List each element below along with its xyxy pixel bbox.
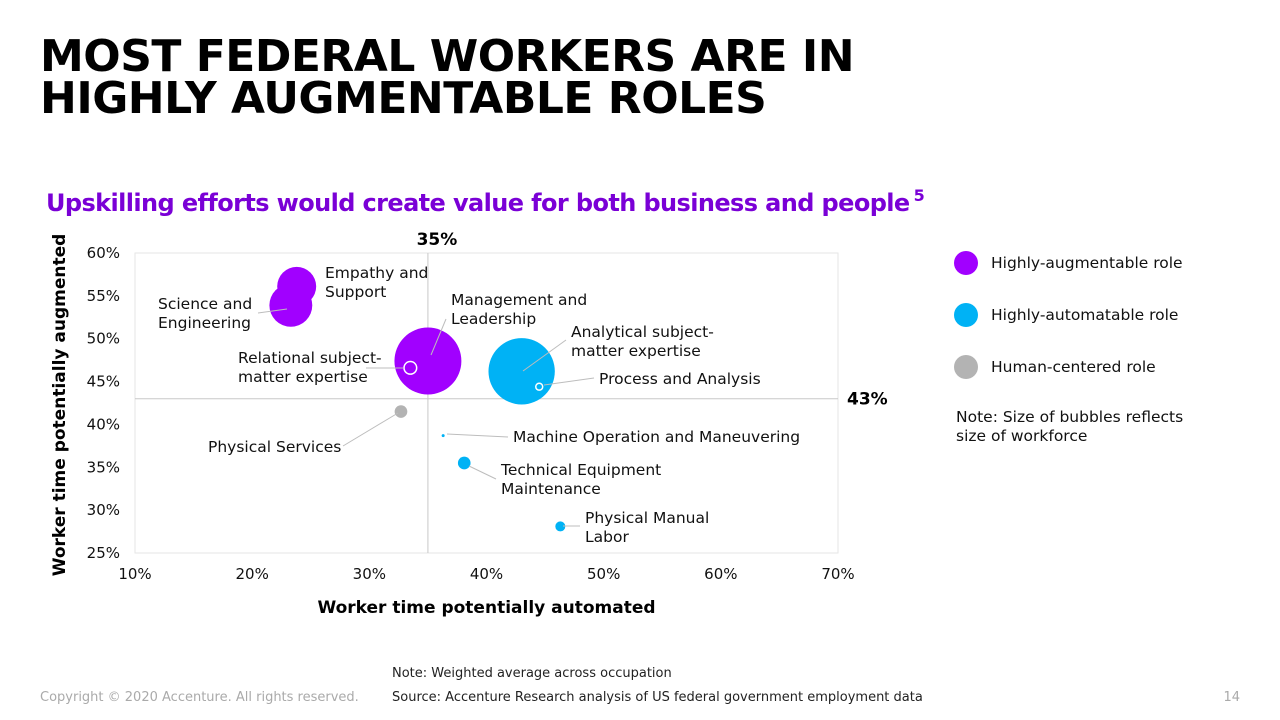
legend-item-augmentable: Highly-augmentable role <box>954 250 1254 276</box>
title-line-1: MOST FEDERAL WORKERS ARE IN <box>40 31 855 82</box>
footnote-note: Note: Weighted average across occupation <box>392 666 672 681</box>
bubble-technical-equipment-maintenance <box>457 456 471 470</box>
legend-swatch-human-centered <box>954 355 978 379</box>
legend-item-automatable: Highly-automatable role <box>954 302 1254 328</box>
bubble-machine-operation-and-maneuvering <box>441 434 445 438</box>
x-tick-label: 30% <box>353 565 386 583</box>
chart-legend: Highly-augmentable role Highly-automatab… <box>954 250 1254 406</box>
legend-swatch-automatable <box>954 303 978 327</box>
reference-lines: 35% 43% <box>135 230 888 553</box>
legend-label-augmentable: Highly-augmentable role <box>991 254 1183 272</box>
copyright-text: Copyright © 2020 Accenture. All rights r… <box>40 690 359 705</box>
legend-label-automatable: Highly-automatable role <box>991 306 1179 324</box>
x-tick-label: 60% <box>704 565 737 583</box>
page-number: 14 <box>1223 690 1240 705</box>
x-tick-label: 10% <box>118 565 151 583</box>
bubble-labels: Empathy and Support Science and Engineering… <box>158 264 800 546</box>
chart-subtitle: Upskilling efforts would create value fo… <box>46 186 925 217</box>
bubble-label-physical-services: Physical Services <box>208 438 341 456</box>
bubble-label-machine-operation-and-maneuvering: Machine Operation and Maneuvering <box>513 428 800 446</box>
x-tick-label: 40% <box>470 565 503 583</box>
x-tick-label: 20% <box>235 565 268 583</box>
bubble-label-analytical-subject-matter-expertise: Analytical subject-matter expertise <box>571 323 714 360</box>
y-tick-label: 35% <box>87 458 120 476</box>
leader-line-analytical-subject-matter-expertise <box>522 339 567 372</box>
y-tick-label: 55% <box>87 287 120 305</box>
y-tick-label: 30% <box>87 501 120 519</box>
legend-label-human-centered: Human-centered role <box>991 358 1156 376</box>
bubble-label-relational-subject-matter-expertise: Relational subject-matter expertise <box>238 349 382 386</box>
chart-axes: 10% 20% 30% 40% 50% 60% 70% 25% 30% 35% 40% 45% 50% 5… <box>50 234 855 618</box>
subtitle-text: Upskilling efforts would create value fo… <box>46 189 910 217</box>
leader-line-machine-operation-and-maneuvering <box>446 433 509 438</box>
y-tick-label: 40% <box>87 415 120 433</box>
y-tick-label: 45% <box>87 373 120 391</box>
bubble-label-empathy-and-support: Empathy and Support <box>325 264 428 301</box>
bubble-physical-manual-labor <box>555 521 566 532</box>
y-axis-title: Worker time potentially augmented <box>50 234 70 577</box>
footnote-reference: 5 <box>913 186 925 205</box>
legend-item-human-centered: Human-centered role <box>954 354 1254 380</box>
bubble-science-and-engineering <box>269 283 313 327</box>
leader-line-management-and-leadership <box>430 318 447 356</box>
bubble-relational-subject-matter-expertise <box>403 360 418 375</box>
footnote-source: Source: Accenture Research analysis of U… <box>392 690 923 705</box>
plot-area-frame <box>134 252 839 554</box>
horizontal-reference-label: 43% <box>847 390 888 410</box>
vertical-reference-label: 35% <box>417 230 458 250</box>
x-tick-label: 70% <box>821 565 854 583</box>
y-tick-label: 60% <box>87 244 120 262</box>
bubble-series <box>269 266 566 532</box>
bubble-label-process-and-analysis: Process and Analysis <box>599 370 761 388</box>
x-tick-label: 50% <box>587 565 620 583</box>
bubble-process-and-analysis <box>535 382 544 391</box>
slide-title: MOST FEDERAL WORKERS ARE IN HIGHLY AUGME… <box>40 31 855 124</box>
bubble-label-science-and-engineering: Science and Engineering <box>158 295 252 332</box>
legend-swatch-augmentable <box>954 251 978 275</box>
x-axis-title: Worker time potentially automated <box>317 598 655 618</box>
leader-line-science-and-engineering <box>257 308 288 314</box>
bubble-analytical-subject-matter-expertise <box>488 338 555 405</box>
bubble-label-technical-equipment-maintenance: Technical Equipment Maintenance <box>500 461 661 498</box>
y-tick-label: 50% <box>87 330 120 348</box>
title-line-2: HIGHLY AUGMENTABLE ROLES <box>40 73 767 124</box>
bubble-label-physical-manual-labor: Physical Manual Labor <box>585 509 709 546</box>
bubble-management-and-leadership <box>394 327 462 395</box>
leader-line-process-and-analysis <box>543 377 595 386</box>
bubble-physical-services <box>394 405 408 418</box>
bubble-size-note: Note: Size of bubbles reflects size of w… <box>956 408 1184 445</box>
bubble-label-management-and-leadership: Management and Leadership <box>451 291 587 328</box>
y-tick-label: 25% <box>87 544 120 562</box>
leader-line-technical-equipment-maintenance <box>468 465 497 480</box>
leader-line-physical-services <box>342 412 399 447</box>
